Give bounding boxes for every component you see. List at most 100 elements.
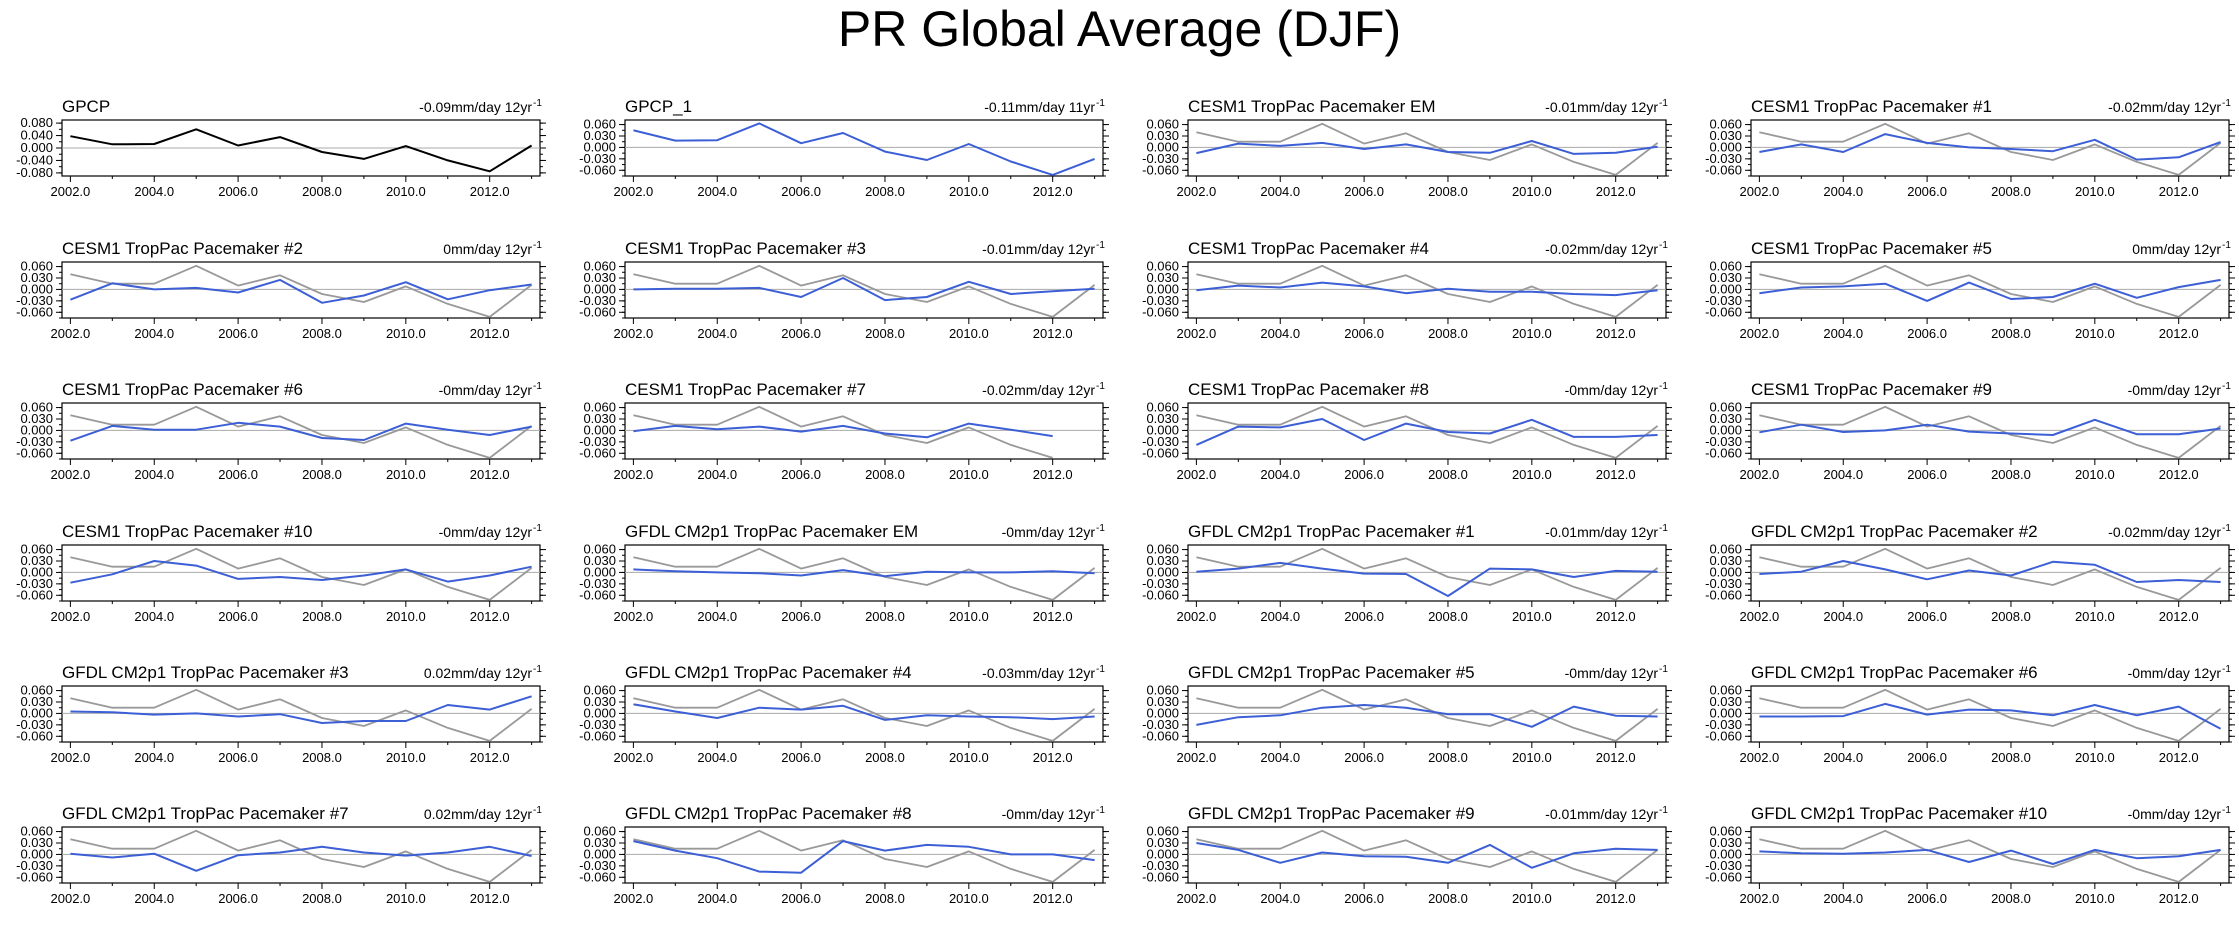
y-tick-label: 0.060 [583,117,616,132]
series-line-ref [1759,405,2222,459]
panel-title: CESM1 TropPac Pacemaker #1 [1751,97,1992,116]
x-tick-label: 2012.0 [2159,326,2199,341]
y-tick-label: -0.060 [1142,728,1179,743]
y-tick-label: -0.030 [1705,293,1742,308]
y-tick-label: 0.060 [1146,117,1179,132]
x-tick-label: 2006.0 [781,609,821,624]
y-tick-label: -0.030 [579,151,616,166]
chart-panel: GPCP -0.09mm/day 12yr -10.0800.0400.000-0.… [16,97,546,199]
x-tick-label: 2006.0 [218,467,258,482]
x-tick-label: 2010.0 [2075,326,2115,341]
y-tick-label: 0.060 [1146,400,1179,415]
x-tick-label: 2006.0 [1907,326,1947,341]
panel-stat-superscript: -1 [1096,98,1105,109]
y-tick-label: 0.000 [1709,846,1742,861]
y-tick-label: 0.040 [20,128,53,143]
x-tick-label: 2008.0 [1428,184,1468,199]
plot-frame [624,685,1104,743]
chart-panel: GFDL CM2p1 TropPac Pacemaker #3 0.02mm/da… [16,663,546,765]
plot-frame [1187,119,1667,177]
y-tick-label: -0.060 [16,587,53,602]
x-tick-label: 2002.0 [1740,750,1780,765]
x-tick-label: 2012.0 [1033,184,1073,199]
x-tick-label: 2004.0 [697,467,737,482]
chart-panel: GFDL CM2p1 TropPac Pacemaker #6 -0mm/day … [1705,663,2235,765]
panel-stat: -0mm/day 12yr [1565,665,1659,681]
y-tick-label: 0.030 [1709,270,1742,285]
panel-title: GFDL CM2p1 TropPac Pacemaker #3 [62,663,349,682]
y-tick-label: -0.060 [1705,587,1742,602]
y-tick-label: -0.060 [579,304,616,319]
x-tick-label: 2010.0 [949,891,989,906]
x-tick-label: 2010.0 [949,326,989,341]
x-tick-label: 2010.0 [1512,891,1552,906]
panel-title: CESM1 TropPac Pacemaker #4 [1188,239,1429,258]
y-tick-label: 0.030 [20,553,53,568]
x-tick-label: 2006.0 [1344,609,1384,624]
y-tick-label: 0.060 [20,824,53,839]
x-tick-label: 2010.0 [1512,467,1552,482]
x-tick-label: 2006.0 [1907,609,1947,624]
panel-stat-superscript: -1 [1096,240,1105,251]
x-tick-label: 2002.0 [1740,891,1780,906]
y-tick-label: 0.000 [1709,705,1742,720]
panel-stat-superscript: -1 [1096,381,1105,392]
x-tick-label: 2010.0 [2075,750,2115,765]
plot-frame [1750,119,2230,177]
y-tick-label: 0.000 [1146,422,1179,437]
plot-frame [1187,826,1667,884]
x-tick-label: 2006.0 [1344,891,1384,906]
x-tick-label: 2012.0 [2159,891,2199,906]
series-line-ref [1759,264,2222,318]
panel-stat: -0.03mm/day 12yr [982,665,1095,681]
x-tick-label: 2002.0 [51,326,91,341]
x-tick-label: 2008.0 [302,326,342,341]
x-tick-label: 2010.0 [386,609,426,624]
plot-frame [1750,544,2230,602]
x-tick-label: 2004.0 [697,326,737,341]
panel-stat: -0.01mm/day 12yr [1545,806,1658,822]
y-tick-label: -0.030 [1705,434,1742,449]
x-tick-label: 2006.0 [1344,184,1384,199]
x-tick-label: 2010.0 [949,609,989,624]
panel-stat-superscript: -1 [533,98,542,109]
y-tick-label: 0.060 [1709,400,1742,415]
plot-frame [1187,402,1667,460]
x-tick-label: 2010.0 [949,750,989,765]
plot-frame [61,402,541,460]
panel-stat: -0mm/day 12yr [1002,524,1096,540]
x-tick-label: 2012.0 [470,609,510,624]
y-tick-label: 0.000 [20,564,53,579]
panel-stat: -0.02mm/day 12yr [1545,241,1658,257]
y-tick-label: -0.030 [16,858,53,873]
y-tick-label: -0.060 [1705,869,1742,884]
panel-stat: -0.09mm/day 12yr [419,99,532,115]
x-tick-label: 2008.0 [865,750,905,765]
chart-panel: CESM1 TropPac Pacemaker #9 -0mm/day 12yr -… [1705,380,2235,482]
x-tick-label: 2008.0 [302,891,342,906]
series-line-ref [1196,829,1659,883]
x-tick-label: 2006.0 [1907,750,1947,765]
y-tick-label: -0.030 [579,293,616,308]
panel-title: CESM1 TropPac Pacemaker #9 [1751,380,1992,399]
y-tick-label: 0.030 [583,270,616,285]
series-line-model [1759,848,2221,865]
panel-stat: -0.02mm/day 12yr [2108,99,2221,115]
x-tick-label: 2002.0 [1177,467,1217,482]
chart-panel: CESM1 TropPac Pacemaker #3 -0.01mm/day 12… [579,239,1109,341]
y-tick-label: -0.030 [1142,151,1179,166]
x-tick-label: 2008.0 [1991,326,2031,341]
figure-title: PR Global Average (DJF) [837,1,1402,57]
y-tick-label: -0.060 [579,445,616,460]
y-tick-label: -0.060 [16,728,53,743]
x-tick-label: 2008.0 [1991,750,2031,765]
panel-title: GFDL CM2p1 TropPac Pacemaker #6 [1751,663,2038,682]
y-tick-label: 0.000 [20,846,53,861]
panel-title: CESM1 TropPac Pacemaker #8 [1188,380,1429,399]
y-tick-label: 0.000 [20,281,53,296]
series-line-obs [70,128,533,173]
x-tick-label: 2002.0 [51,467,91,482]
y-tick-label: -0.060 [1142,304,1179,319]
panel-title: GFDL CM2p1 TropPac Pacemaker #5 [1188,663,1475,682]
y-tick-label: -0.060 [579,728,616,743]
